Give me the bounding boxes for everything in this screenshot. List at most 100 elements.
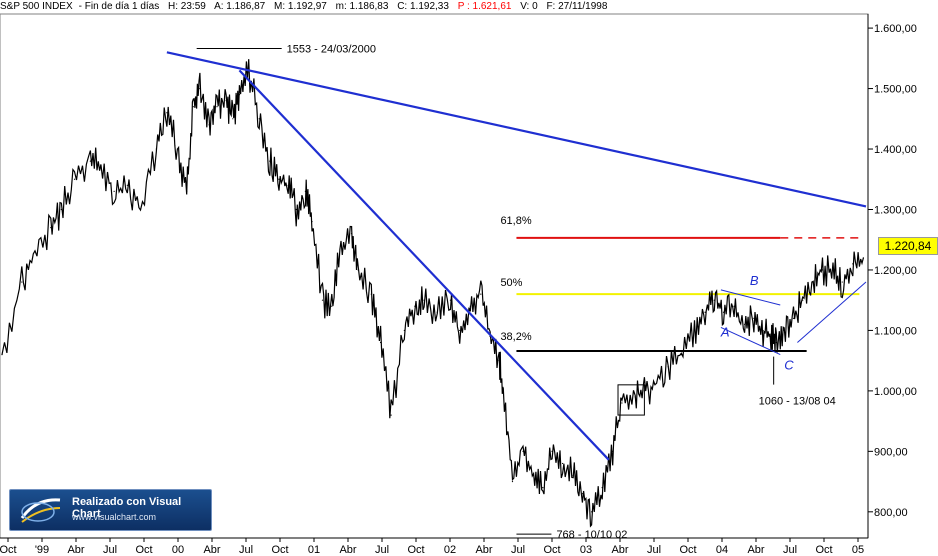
- x-tick-label: Abr: [203, 544, 220, 556]
- price-point: [357, 269, 359, 271]
- price-point: [155, 148, 157, 150]
- price-point: [287, 184, 289, 186]
- price-point: [370, 293, 372, 295]
- x-tick-label: Oct: [543, 544, 560, 556]
- instrument-name: S&P 500 INDEX: [0, 1, 73, 12]
- y-tick-label: 1.300,00: [874, 204, 917, 216]
- price-point: [166, 112, 168, 114]
- price-point: [621, 402, 623, 404]
- price-point: [304, 190, 306, 192]
- x-tick-label: 00: [172, 544, 184, 556]
- x-tick-label: Jul: [375, 544, 389, 556]
- price-point: [551, 450, 553, 452]
- price-point: [634, 396, 636, 398]
- x-tick-label: Abr: [611, 544, 628, 556]
- price-point: [459, 329, 461, 332]
- price-point: [295, 208, 297, 211]
- hour-value: H: 23:59: [168, 1, 206, 12]
- close-value: C: 1.192,33: [397, 1, 449, 12]
- price-point: [89, 160, 91, 162]
- price-point: [469, 305, 471, 307]
- price-point: [423, 299, 425, 301]
- last-price-badge: 1.220,84: [878, 237, 938, 255]
- visualchart-logo-icon: [20, 498, 61, 523]
- x-tick-label: Jul: [239, 544, 253, 556]
- y-axis-ticks: 1.600,00 1.500,00 1.400,00 1.300,00 1.200,00…: [868, 23, 917, 519]
- price-point: [449, 299, 452, 301]
- trendlines: [166, 51, 867, 461]
- price-point: [713, 299, 715, 301]
- price-point: [390, 414, 392, 416]
- price-point: [331, 305, 333, 307]
- price-point: [379, 341, 382, 344]
- price-point: [733, 305, 735, 307]
- fib-50-label: 50%: [500, 277, 522, 289]
- x-tick-label: Jul: [783, 544, 797, 556]
- price-point: [278, 178, 280, 180]
- price-point: [542, 487, 544, 489]
- price-point: [126, 184, 128, 186]
- price-point: [1, 354, 3, 356]
- x-tick-label: 03: [580, 544, 592, 556]
- price-point: [113, 190, 115, 192]
- price-point: [792, 317, 795, 319]
- price-point: [21, 281, 23, 283]
- x-tick-label: Oct: [271, 544, 288, 556]
- price-point: [744, 323, 746, 325]
- x-tick-label: Oct: [407, 544, 424, 556]
- low2004-label: 1060 - 13/08 04: [759, 396, 836, 408]
- x-tick-label: 02: [444, 544, 456, 556]
- price-point: [208, 124, 210, 126]
- price-point: [862, 257, 864, 259]
- y-tick-label: 1.600,00: [874, 23, 917, 35]
- visualchart-logo: Realizado con Visual Chart www.visualcha…: [9, 489, 212, 531]
- low-value: m: 1.186,83: [335, 1, 389, 12]
- price-point: [186, 190, 188, 192]
- x-tick-label: Oct: [679, 544, 696, 556]
- wave-a-label: A: [720, 324, 730, 339]
- price-point: [562, 462, 564, 465]
- price-point: [693, 329, 696, 332]
- price-point: [591, 511, 593, 513]
- logo-title: Realizado con Visual Chart: [72, 496, 182, 520]
- price-point: [350, 233, 353, 235]
- price-point: [654, 384, 656, 386]
- wave-c-label: C: [784, 358, 794, 373]
- price-point: [176, 148, 179, 150]
- x-tick-label: 05: [852, 544, 864, 556]
- price-point: [612, 450, 614, 452]
- date-value: F: 27/11/1998: [546, 1, 608, 12]
- logo-url: www.visualchart.com: [72, 512, 157, 522]
- price-point: [436, 311, 438, 313]
- annotations: 1553 - 24/03/2000 768 - 10/10 02 1060 - 13…: [196, 44, 836, 541]
- price-point: [403, 329, 405, 332]
- price-point: [770, 335, 772, 338]
- price-point: [139, 208, 142, 211]
- p-value: P : 1.621,61: [457, 1, 512, 12]
- y-tick-label: 1.100,00: [874, 325, 917, 337]
- price-point: [225, 100, 227, 102]
- price-point: [572, 474, 574, 477]
- x-tick-label: Oct: [0, 544, 17, 556]
- price-point: [704, 311, 706, 313]
- price-point: [238, 94, 241, 96]
- breakout-box: [617, 384, 645, 416]
- price-point: [480, 293, 482, 295]
- price-point: [511, 480, 514, 483]
- x-tick-label: Oct: [815, 544, 832, 556]
- price-point: [680, 354, 682, 356]
- price-point: [581, 493, 583, 495]
- bear-trendline-line: [238, 69, 610, 461]
- long-term-resistance-line: [166, 51, 867, 208]
- price-point: [100, 166, 102, 168]
- price-point: [232, 118, 234, 120]
- x-tick-label: 04: [716, 544, 728, 556]
- x-tick-label: '99: [35, 544, 49, 556]
- price-point: [522, 450, 524, 452]
- price-point: [199, 87, 201, 90]
- x-tick-label: Jul: [511, 544, 525, 556]
- price-point: [753, 317, 755, 319]
- rising-support-line: [797, 281, 867, 343]
